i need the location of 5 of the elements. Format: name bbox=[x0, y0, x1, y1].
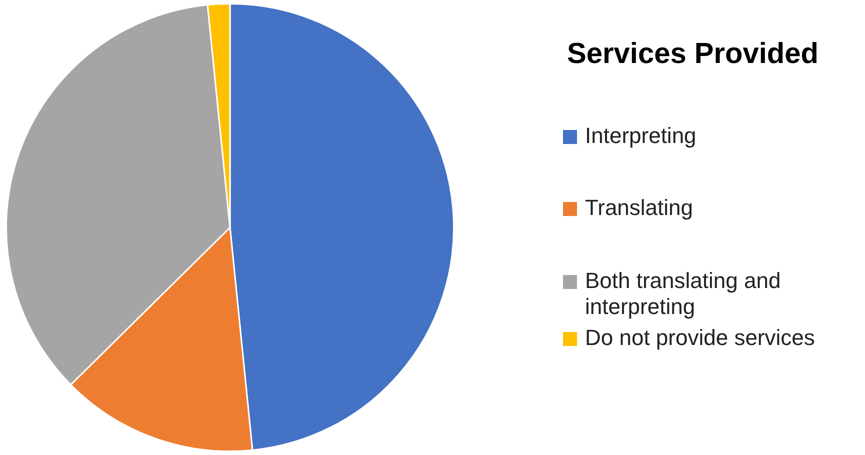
legend-label: Translating bbox=[585, 195, 694, 222]
legend-label: Interpreting bbox=[585, 123, 696, 150]
legend-label: Both translating and interpreting bbox=[585, 268, 782, 321]
text: Services Provided bbox=[567, 38, 820, 71]
legend-label: Do not provide services bbox=[585, 324, 815, 351]
